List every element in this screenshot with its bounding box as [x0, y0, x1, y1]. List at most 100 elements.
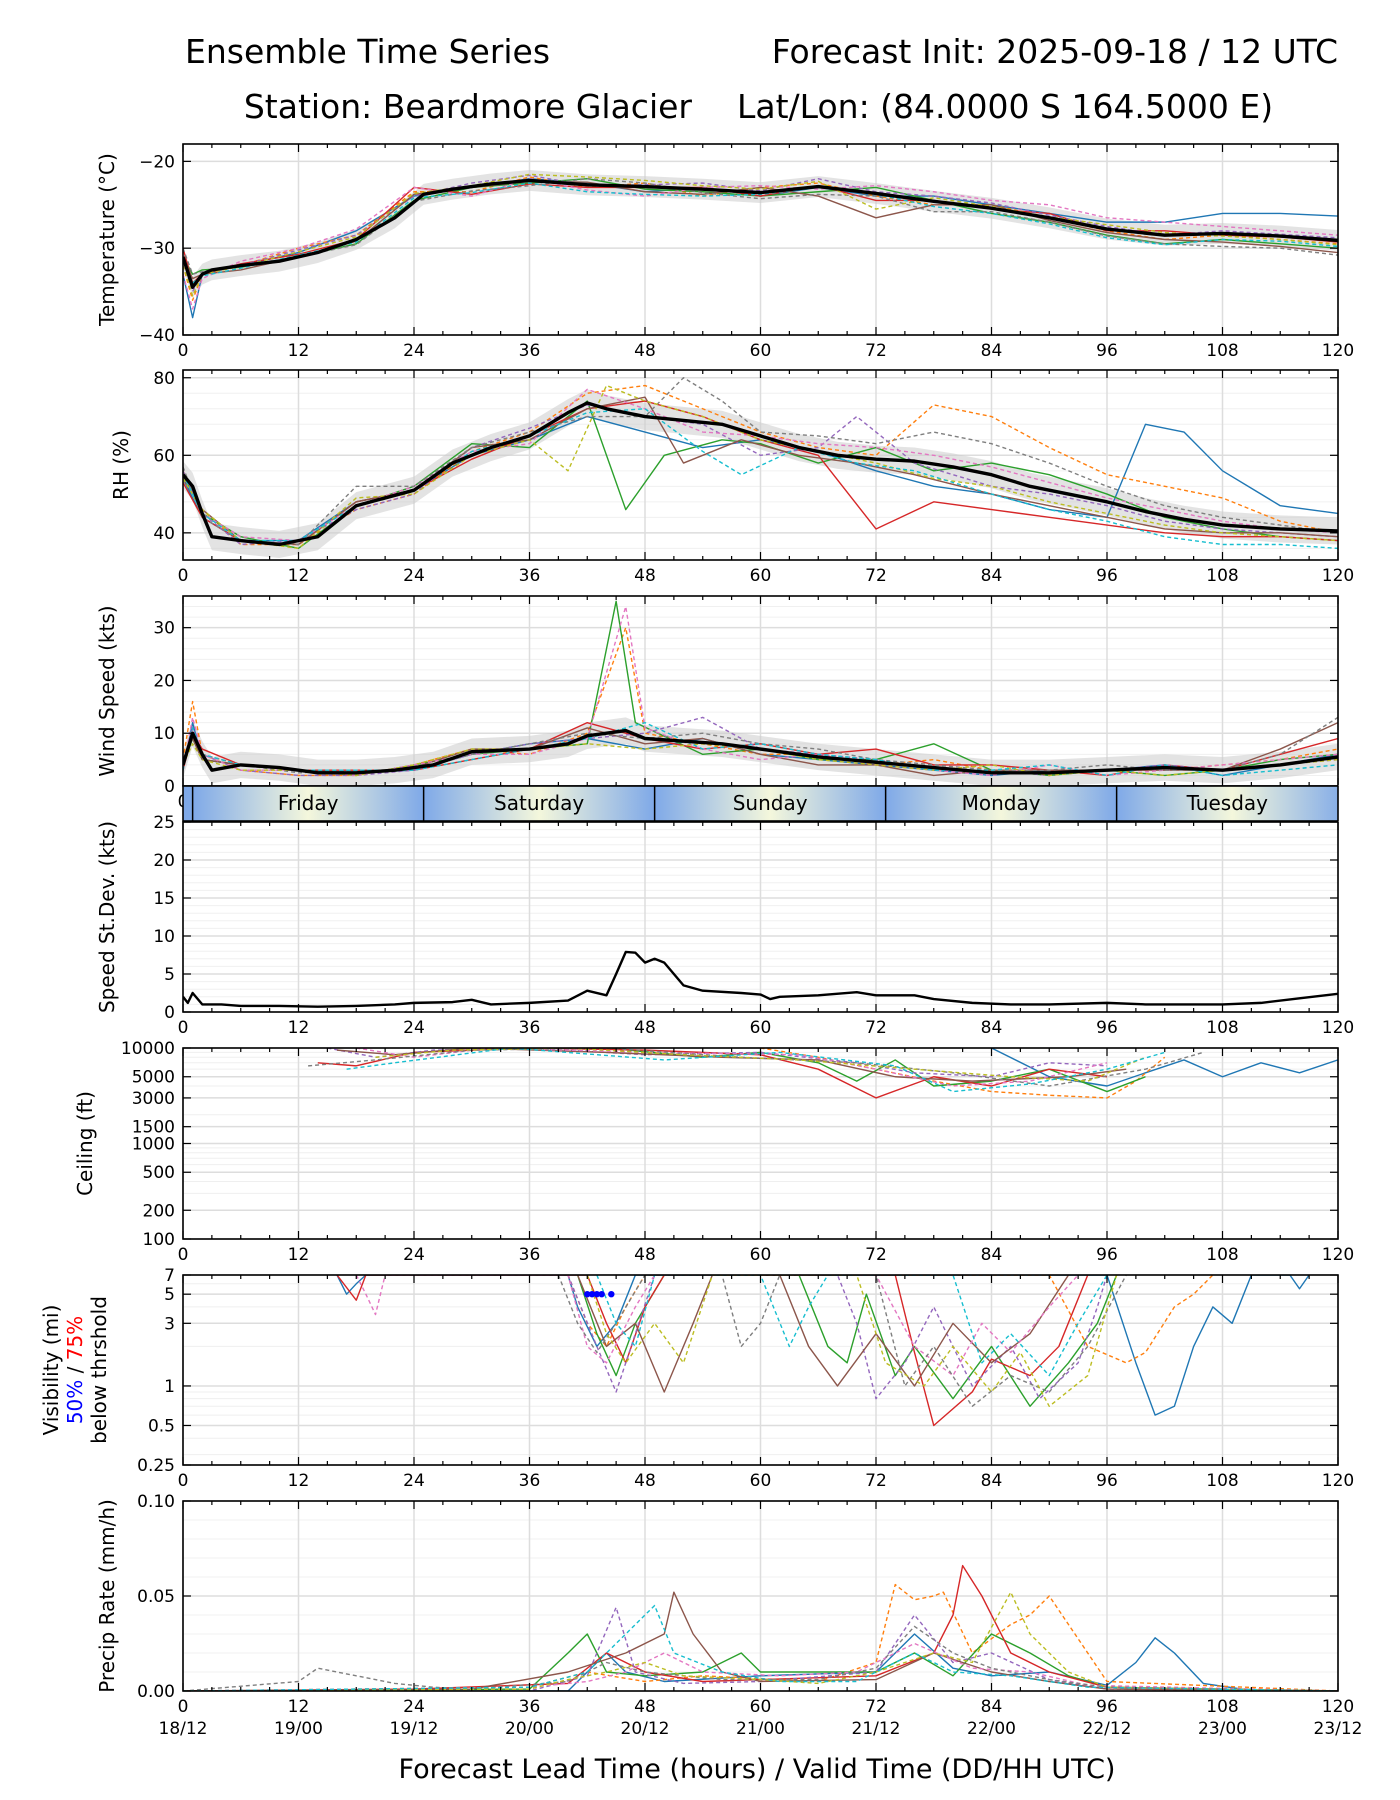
day-bar: Friday Saturday Sunday Monday Tuesday	[182, 785, 1378, 822]
title-right: Forecast Init: 2025-09-18 / 12 UTC	[772, 32, 1338, 71]
panel-rh: 0 12 24 36 48 60 72 84 96 108 120 40 60 80 RH (%)	[109, 369, 1354, 586]
x-tick-label: 96	[1096, 1245, 1118, 1265]
member-line-9	[183, 384, 1338, 550]
x-tick-label: 12	[288, 566, 310, 586]
day-label: Tuesday	[1186, 791, 1269, 815]
x-tick-label: 96	[1096, 566, 1118, 586]
member-line-1	[183, 1633, 1338, 1691]
latlon-label: Lat/Lon: (84.0000 S 164.5000 E)	[737, 87, 1273, 126]
panel-speed_sd: 0 12 24 36 48 60 72 84 96 108 120 0 5 10 15 20 25 Speed S…	[95, 813, 1354, 1038]
valid-time-label: 23/00	[1198, 1719, 1247, 1739]
day-label: Sunday	[733, 791, 808, 815]
member-line-10	[183, 1604, 1338, 1691]
x-tick-label: 48	[634, 566, 656, 586]
y-axis-label-sub: below thrshold	[87, 1296, 111, 1444]
y-tick-label: 1500	[132, 1118, 175, 1138]
vis50-mark	[588, 1290, 596, 1298]
x-tick-label: 24	[403, 566, 425, 586]
member-line-2	[183, 626, 1338, 777]
y-tick-label: 20	[153, 671, 175, 691]
x-tick-label: 72	[865, 1018, 887, 1038]
x-tick-label: 48	[634, 341, 656, 361]
x-tick-label: 0	[178, 1471, 189, 1491]
y-axis-label-ceiling: Ceiling (ft)	[73, 1091, 97, 1196]
panel-precip: 0 12 24 36 48 60 72 84 96 108 120 0.00 0.05 0.10 Preci…	[95, 1492, 1354, 1717]
x-tick-label: 24	[403, 1697, 425, 1717]
ensemble-mean-line	[183, 728, 1338, 775]
valid-time-label: 19/00	[274, 1719, 323, 1739]
y-tick-label: 7	[164, 1266, 175, 1286]
plot-area-rh	[183, 377, 1338, 559]
x-tick-label: 120	[1322, 1018, 1354, 1038]
x-tick-label: 72	[865, 566, 887, 586]
y-axis-label-temperature: Temperature (°C)	[95, 153, 119, 327]
x-tick-label: 0	[178, 1018, 189, 1038]
x-tick-label: 12	[288, 341, 310, 361]
day-segment	[654, 786, 886, 821]
x-tick-label: 12	[288, 1245, 310, 1265]
valid-time-label: 20/00	[505, 1719, 554, 1739]
x-tick-label: 48	[634, 1471, 656, 1491]
x-tick-label: 72	[865, 1697, 887, 1717]
y-tick-label: 3	[164, 1314, 175, 1334]
plot-area-temperature	[183, 170, 1338, 319]
x-tick-label: 72	[865, 1245, 887, 1265]
member-line-2	[183, 1583, 1338, 1691]
ensemble-mean-line	[183, 950, 1338, 1008]
day-label: Monday	[962, 791, 1041, 815]
member-line-7	[183, 388, 1338, 542]
x-tick-label: 60	[750, 341, 772, 361]
member-line-7	[183, 178, 1338, 310]
member-line-3	[576, 1275, 1118, 1407]
panel-temperature: 0 12 24 36 48 60 72 84 96 108 120 −20 −30 −40 Temperat…	[95, 143, 1354, 361]
x-tick-label: 108	[1206, 1697, 1238, 1717]
member-line-8	[183, 1625, 1338, 1691]
x-axis-label: Forecast Lead Time (hours) / Valid Time …	[399, 1754, 1116, 1785]
y-axis-label-wind: Wind Speed (kts)	[95, 605, 119, 776]
panel-visibility: 0 12 24 36 48 60 72 84 96 108 120 0.25 0.5 1 3 57 Visibi…	[39, 1266, 1354, 1491]
x-tick-label: 108	[1206, 1471, 1238, 1491]
y-tick-label: 10	[153, 724, 175, 744]
y-tick-label: 60	[153, 446, 175, 466]
day-bar-frame	[182, 785, 1339, 822]
y-tick-label: 0.25	[137, 1456, 175, 1476]
valid-time-label: 21/12	[852, 1719, 901, 1739]
x-tick-label: 24	[403, 1245, 425, 1265]
title-left: Ensemble Time Series	[185, 32, 550, 71]
x-tick-label: 120	[1322, 1245, 1354, 1265]
y-axis-label-thresholds: 50% / 75%	[63, 1316, 87, 1424]
y-tick-label: 15	[153, 889, 175, 909]
ensemble-mean-line	[183, 178, 1338, 289]
y-axis-label-speed_sd: Speed St.Dev. (kts)	[95, 821, 119, 1013]
plot-area-speed_sd	[183, 950, 1338, 1008]
valid-time-label: 22/00	[967, 1719, 1016, 1739]
x-tick-label: 84	[981, 1697, 1003, 1717]
x-tick-label: 60	[750, 1245, 772, 1265]
member-line-8	[183, 377, 1338, 546]
y-tick-label: 20	[153, 851, 175, 871]
y-axis-label-main: Visibility (mi)	[39, 1305, 63, 1436]
label-50pct: 50%	[63, 1380, 87, 1424]
member-line-5	[183, 174, 1338, 293]
y-tick-label: 0.10	[137, 1492, 175, 1512]
member-line-1	[336, 1275, 1310, 1416]
plot-area-visibility	[336, 1275, 1310, 1427]
member-line-5	[567, 1275, 1108, 1400]
member-line-10	[596, 1275, 1108, 1377]
x-tick-label: 36	[519, 1697, 541, 1717]
ensemble-mean-line	[183, 401, 1338, 547]
x-tick-label: 84	[981, 1471, 1003, 1491]
y-tick-label: −40	[139, 326, 175, 346]
y-tick-label: 25	[153, 813, 175, 833]
member-line-10	[183, 408, 1338, 550]
x-tick-label: 36	[519, 566, 541, 586]
x-tick-label: 96	[1096, 341, 1118, 361]
valid-time-label: 21/00	[736, 1719, 785, 1739]
vis50-mark	[584, 1290, 591, 1298]
valid-time-label: 20/12	[621, 1719, 670, 1739]
valid-time-label: 18/12	[159, 1719, 208, 1739]
spread-band	[183, 717, 1338, 786]
y-tick-label: 5	[164, 965, 175, 985]
plot-area-precip	[183, 1564, 1338, 1691]
member-line-7	[183, 1642, 1338, 1691]
